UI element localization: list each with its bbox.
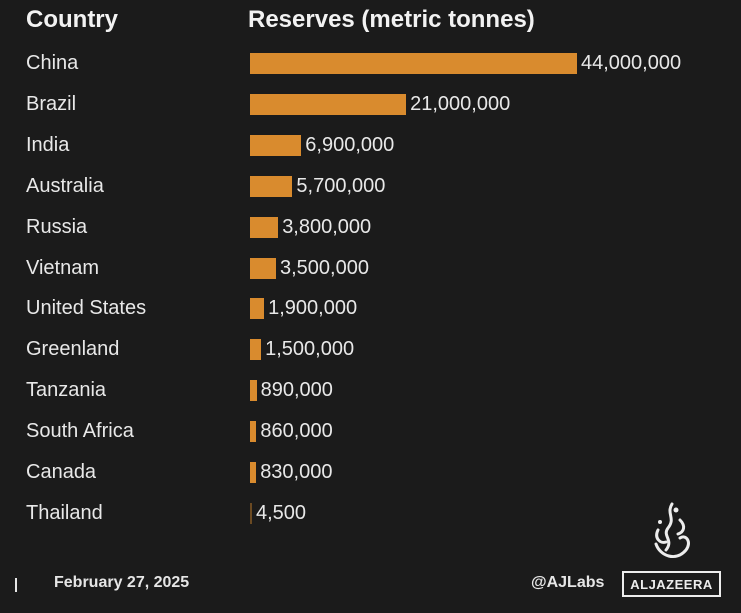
country-label: South Africa bbox=[26, 420, 134, 442]
data-value-label: 5,700,000 bbox=[296, 175, 386, 197]
bar bbox=[250, 135, 302, 156]
bar bbox=[250, 94, 407, 115]
bar bbox=[250, 503, 252, 524]
al-jazeera-wordmark: ALJAZEERA bbox=[622, 571, 721, 597]
country-label: United States bbox=[26, 297, 147, 319]
country-label: Greenland bbox=[26, 338, 120, 360]
data-value-label: 1,500,000 bbox=[265, 338, 355, 360]
data-value-label: 830,000 bbox=[260, 461, 333, 483]
bar bbox=[250, 339, 262, 360]
data-value-label: 3,800,000 bbox=[282, 216, 372, 238]
country-label: Tanzania bbox=[26, 379, 107, 401]
reserves-column-header: Reserves (metric tonnes) bbox=[248, 6, 535, 33]
source-handle: @AJLabs bbox=[531, 574, 605, 591]
data-value-label: 44,000,000 bbox=[581, 52, 682, 74]
country-label: Vietnam bbox=[26, 257, 100, 279]
al-jazeera-logo-icon bbox=[654, 502, 690, 559]
country-label: China bbox=[26, 52, 79, 74]
bar bbox=[250, 298, 265, 319]
bar bbox=[250, 258, 276, 279]
bar bbox=[250, 176, 293, 197]
data-value-label: 4,500 bbox=[256, 502, 307, 524]
country-label: Thailand bbox=[26, 502, 103, 524]
bar bbox=[250, 217, 279, 238]
data-value-label: 6,900,000 bbox=[305, 134, 395, 156]
country-label: Russia bbox=[26, 216, 88, 238]
bar bbox=[250, 421, 257, 442]
bar bbox=[250, 53, 577, 74]
bar-chart: China 44,000,000 Brazil 21,000,000 India 6,90… bbox=[26, 52, 682, 524]
bar bbox=[250, 380, 257, 401]
data-value-label: 3,500,000 bbox=[280, 257, 369, 279]
country-label: Canada bbox=[26, 461, 97, 483]
country-label: India bbox=[26, 134, 70, 156]
bar bbox=[250, 462, 257, 483]
data-value-label: 21,000,000 bbox=[410, 93, 511, 115]
country-label: Brazil bbox=[26, 93, 77, 115]
footer-divider bbox=[15, 578, 17, 592]
data-value-label: 890,000 bbox=[260, 379, 333, 401]
publication-date: February 27, 2025 bbox=[54, 574, 190, 591]
country-column-header: Country bbox=[26, 6, 118, 33]
country-label: Australia bbox=[26, 175, 104, 197]
data-value-label: 1,900,000 bbox=[268, 297, 358, 319]
data-value-label: 860,000 bbox=[260, 420, 333, 442]
